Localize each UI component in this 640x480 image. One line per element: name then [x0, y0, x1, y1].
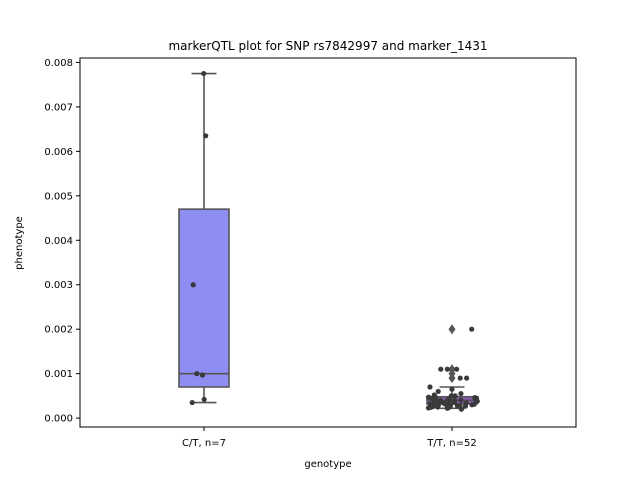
data-point: [425, 405, 432, 411]
data-point: [462, 403, 469, 409]
data-point: [444, 366, 450, 372]
y-axis-label: phenotype: [14, 216, 25, 270]
data-point: [458, 397, 464, 403]
data-point: [469, 402, 475, 408]
data-point: [452, 393, 458, 399]
y-tick-label: 0.007: [44, 102, 73, 113]
data-point: [199, 372, 206, 378]
data-point: [201, 396, 207, 403]
data-point: [444, 405, 451, 411]
chart-title: markerQTL plot for SNP rs7842997 and mar…: [168, 39, 487, 53]
y-tick-label: 0.002: [44, 325, 73, 336]
y-tick-label: 0.001: [44, 369, 73, 380]
data-point: [201, 70, 207, 77]
axes: 0.000 0.001 0.002 0.003 0.004 0.005 0.006 0.007…: [44, 58, 476, 449]
y-tick-label: 0.006: [44, 147, 73, 158]
y-tick-label: 0.003: [44, 280, 73, 291]
data-point: [438, 366, 444, 372]
y-tick-label: 0.004: [44, 236, 73, 247]
x-axis-label: genotype: [304, 459, 351, 470]
y-tick-label: 0.000: [44, 414, 73, 425]
data-point: [435, 404, 441, 410]
data-point: [435, 388, 441, 395]
box: [178, 208, 230, 388]
data-point: [451, 399, 458, 405]
plot-area: [178, 70, 480, 412]
data-point: [203, 133, 209, 139]
data-point: [458, 406, 465, 412]
data-point: [189, 399, 195, 406]
data-point: [457, 375, 463, 381]
data-point: [449, 386, 455, 392]
x-tick-label: T/T, n=52: [426, 438, 476, 449]
outlier-marker: [448, 373, 456, 384]
data-point: [194, 371, 200, 377]
outlier-marker: [448, 324, 456, 335]
data-point: [458, 391, 464, 397]
plot-frame: [79, 57, 577, 428]
data-point: [190, 282, 196, 288]
box-group-1: [178, 72, 230, 404]
data-point: [427, 384, 433, 390]
y-tick-label: 0.005: [44, 191, 73, 202]
data-point: [454, 366, 460, 372]
x-tick-label: C/T, n=7: [182, 438, 226, 449]
data-point: [469, 326, 475, 332]
data-point: [464, 375, 470, 381]
y-tick-label: 0.008: [44, 58, 73, 69]
